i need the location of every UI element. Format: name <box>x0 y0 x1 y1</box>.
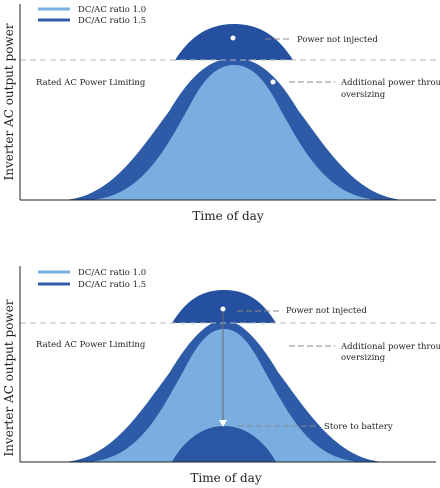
not-injected-marker <box>220 306 226 312</box>
not-injected-marker <box>230 35 236 41</box>
additional-power-label-1: Additional power through <box>340 342 440 352</box>
not-injected-label: Power not injected <box>297 35 378 45</box>
battery-storage-region <box>172 426 276 462</box>
clipped-peak-region <box>172 290 276 323</box>
top-x-axis-label: Time of day <box>192 209 263 223</box>
legend-label-ratio-1-5: DC/AC ratio 1.5 <box>78 16 146 26</box>
bottom-panel: DC/AC ratio 1.0 DC/AC ratio 1.5 Rated AC… <box>2 266 440 485</box>
not-injected-label: Power not injected <box>286 306 367 316</box>
store-arrow-head <box>219 420 227 427</box>
rated-ac-limit-label: Rated AC Power Limiting <box>36 340 146 350</box>
top-panel: DC/AC ratio 1.0 DC/AC ratio 1.5 Rated AC… <box>2 4 440 223</box>
additional-power-marker <box>270 79 276 85</box>
curve-ratio-1-0 <box>85 65 383 200</box>
additional-power-label-1: Additional power through <box>340 78 440 88</box>
legend-label-ratio-1-5: DC/AC ratio 1.5 <box>78 280 146 290</box>
legend-label-ratio-1-0: DC/AC ratio 1.0 <box>78 5 146 15</box>
legend-label-ratio-1-0: DC/AC ratio 1.0 <box>78 268 146 278</box>
top-legend: DC/AC ratio 1.0 DC/AC ratio 1.5 <box>38 5 146 26</box>
rated-ac-limit-label: Rated AC Power Limiting <box>36 78 146 88</box>
clipped-peak-region <box>175 24 293 60</box>
bottom-y-axis-label: Inverter AC output power <box>2 299 16 456</box>
additional-power-label-2: oversizing <box>341 90 386 100</box>
bottom-x-axis-label: Time of day <box>190 471 261 485</box>
additional-power-label-2: oversizing <box>341 353 386 363</box>
additional-power-marker <box>270 343 276 349</box>
top-y-axis-label: Inverter AC output power <box>2 23 16 180</box>
store-battery-label: Store to battery <box>324 422 393 432</box>
curve-ratio-1-0 <box>83 329 365 462</box>
bottom-legend: DC/AC ratio 1.0 DC/AC ratio 1.5 <box>38 268 146 290</box>
